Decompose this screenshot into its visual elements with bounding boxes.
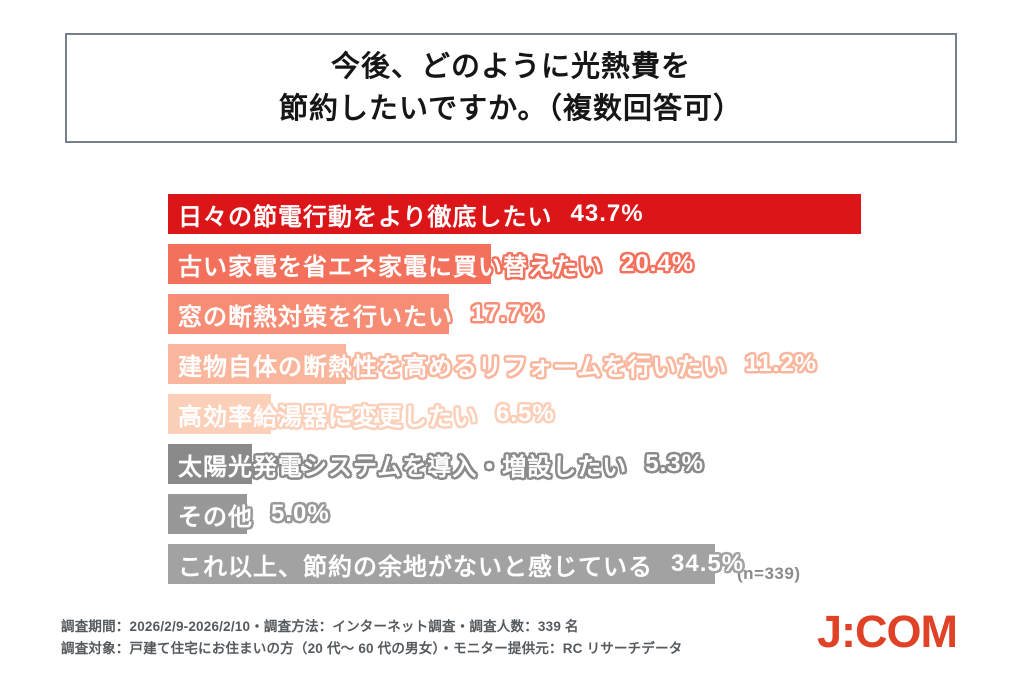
bar-label: 古い家電を省エネ家電に買い替えたい 20.4% [168,244,988,284]
bar-label: 日々の節電行動をより徹底したい 43.7% [168,194,988,234]
survey-footnote-line-2: 調査対象：戸建て住宅にお住まいの方（20 代～ 60 代の男女）・モニター提供元… [61,641,683,656]
chart-title-box: 今後、どのように光熱費を 節約したいですか。（複数回答可） [65,33,957,143]
bar-value: 43.7% [570,200,644,227]
bar-fill [168,394,271,434]
bar-label: 建物自体の断熱性を高めるリフォームを行いたい 11.2% [168,344,988,384]
bar-fill [168,494,247,534]
bar-value: 6.5% [496,400,555,427]
bar-fill [168,344,346,384]
bar-label-text: 太陽光発電システムを導入・増設したい [178,453,628,481]
bar-label: 高効率給湯器に変更したい 6.5% [168,394,988,434]
bar-row-water-heater: 高効率給湯器に変更したい 6.5% [168,394,988,434]
chart-title-line-1: 今後、どのように光熱費を [330,51,691,83]
bar-value: 20.4% [621,250,695,277]
bar-row-no-room-to-save: これ以上、節約の余地がないと感じている 34.5% [168,544,988,584]
jcom-logo: J:COM [817,606,958,657]
sample-size-label: (n=339) [737,564,801,583]
bar-fill [168,244,491,284]
bar-fill [168,444,252,484]
bar-label-text: 古い家電を省エネ家電に買い替えたい [178,253,603,281]
bar-label-text: 建物自体の断熱性を高めるリフォームを行いたい [178,353,728,381]
bar-row-building-insulation-reform: 建物自体の断熱性を高めるリフォームを行いたい 11.2% [168,344,988,384]
bar-value: 5.0% [271,500,330,527]
bar-row-other: その他 5.0% [168,494,988,534]
bar-fill [168,544,715,584]
bar-label: これ以上、節約の余地がないと感じている 34.5% [168,544,988,584]
bar-row-window-insulation: 窓の断熱対策を行いたい 17.7% [168,294,988,334]
bar-value: 34.5% [671,550,745,577]
bar-label: その他 5.0% [168,494,988,534]
bar-label-text: 高効率給湯器に変更したい [178,403,478,431]
bar-value: 17.7% [471,300,545,327]
bar-row-daily-saving: 日々の節電行動をより徹底したい 43.7% [168,194,988,234]
bar-value: 5.3% [645,450,704,477]
survey-footnote-line-1: 調査期間：2026/2/9-2026/2/10・調査方法：インターネット調査・調… [61,619,579,634]
bar-label-text: 日々の節電行動をより徹底したい [178,203,553,231]
bar-row-solar-power: 太陽光発電システムを導入・増設したい 5.3% [168,444,988,484]
bar-label: 窓の断熱対策を行いたい 17.7% [168,294,988,334]
bar-label-text: その他 [178,503,253,531]
bar-label-text: これ以上、節約の余地がないと感じている [178,553,653,581]
bar-fill [168,294,449,334]
bar-fill [168,194,861,234]
chart-title-line-2: 節約したいですか。（複数回答可） [278,93,744,125]
bar-row-replace-appliances: 古い家電を省エネ家電に買い替えたい 20.4% [168,244,988,284]
bar-label-text: 窓の断熱対策を行いたい [178,303,453,331]
bar-label: 太陽光発電システムを導入・増設したい 5.3% [168,444,988,484]
bar-value: 11.2% [745,350,818,377]
